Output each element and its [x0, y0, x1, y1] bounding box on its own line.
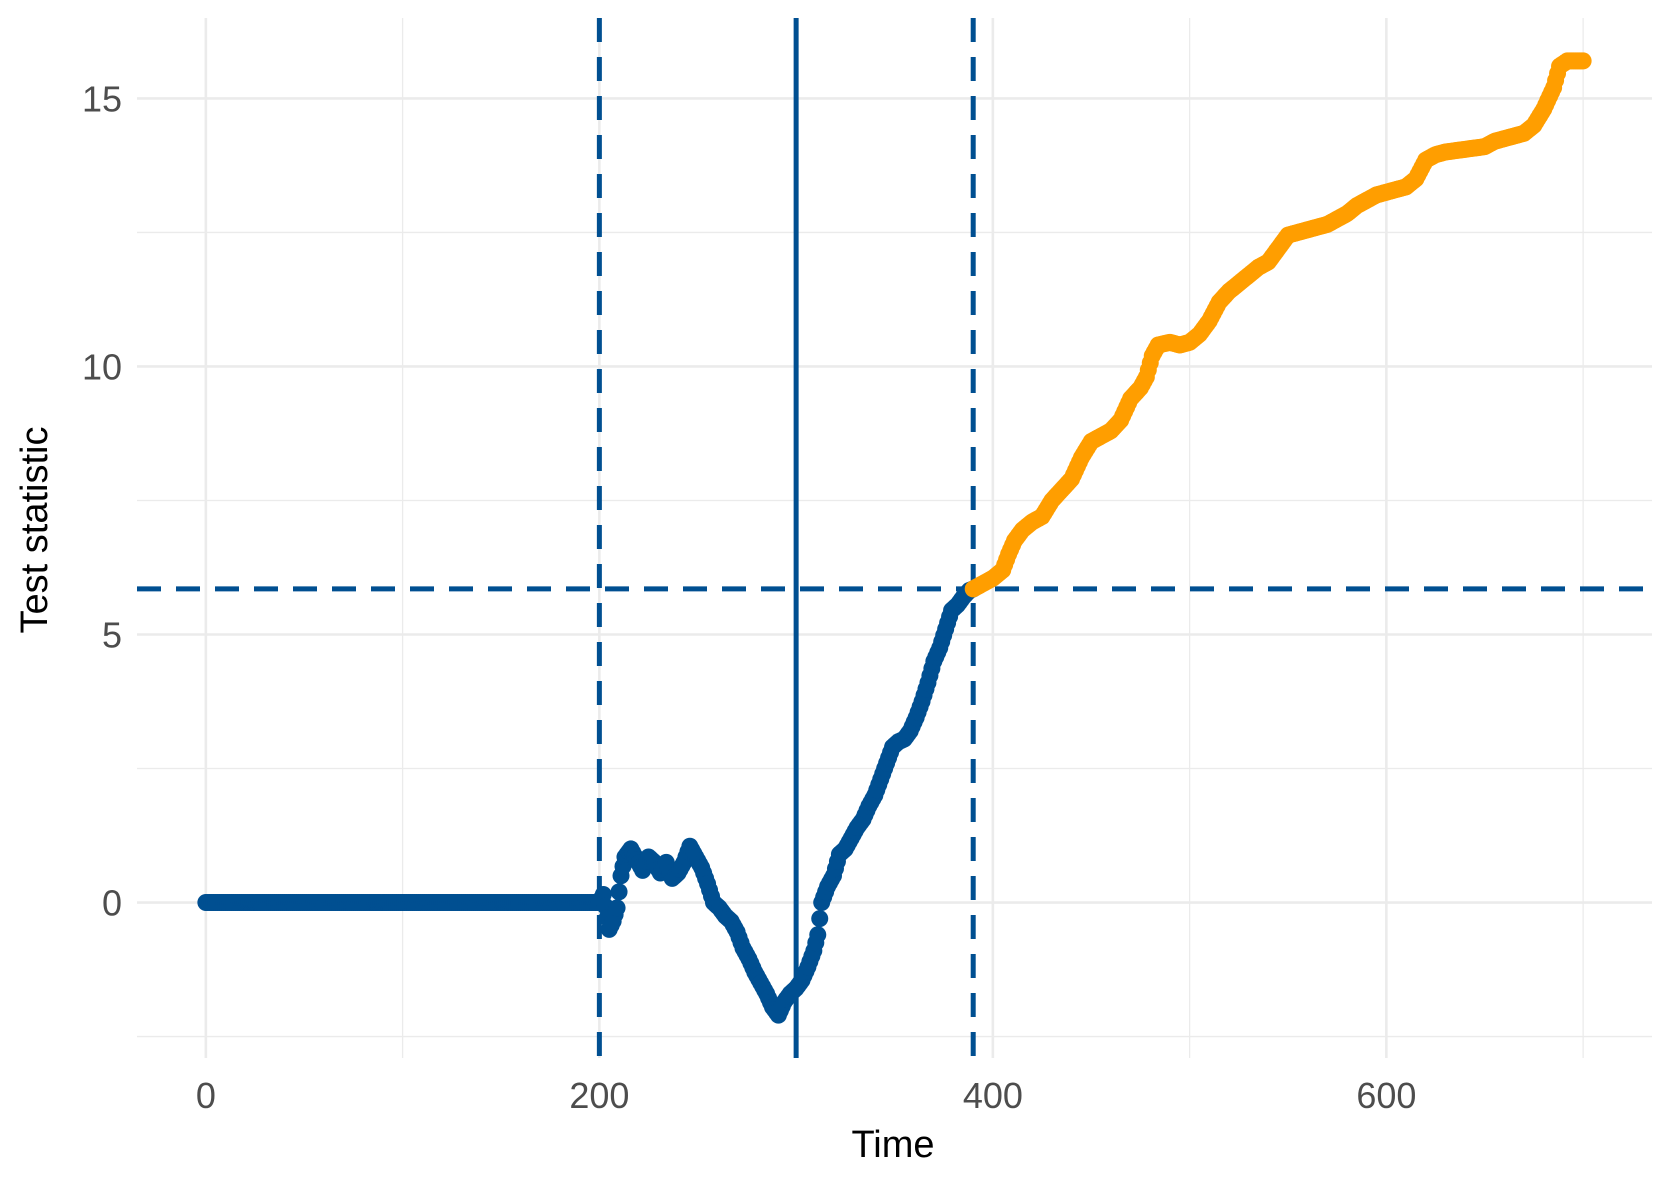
data-point [610, 883, 628, 901]
y-tick-label: 15 [82, 78, 122, 119]
series [964, 52, 1592, 598]
x-axis-tick-labels: 0 200 400 600 [196, 1075, 1417, 1116]
x-tick-label: 600 [1356, 1075, 1416, 1116]
x-axis-title: Time [851, 1124, 934, 1166]
y-axis-title: Test statistic [14, 427, 56, 634]
data-points [197, 52, 1592, 1024]
y-tick-label: 10 [82, 346, 122, 387]
y-tick-label: 0 [102, 883, 122, 924]
reference-lines [137, 18, 1652, 1058]
data-point [1574, 52, 1592, 70]
x-tick-label: 0 [196, 1075, 216, 1116]
y-tick-label: 5 [102, 614, 122, 655]
x-tick-label: 400 [963, 1075, 1023, 1116]
data-point [811, 910, 829, 928]
data-point [608, 899, 626, 917]
x-tick-label: 200 [569, 1075, 629, 1116]
series [197, 580, 982, 1024]
y-axis-tick-labels: 0 5 10 15 [82, 78, 122, 923]
data-point [809, 926, 827, 944]
